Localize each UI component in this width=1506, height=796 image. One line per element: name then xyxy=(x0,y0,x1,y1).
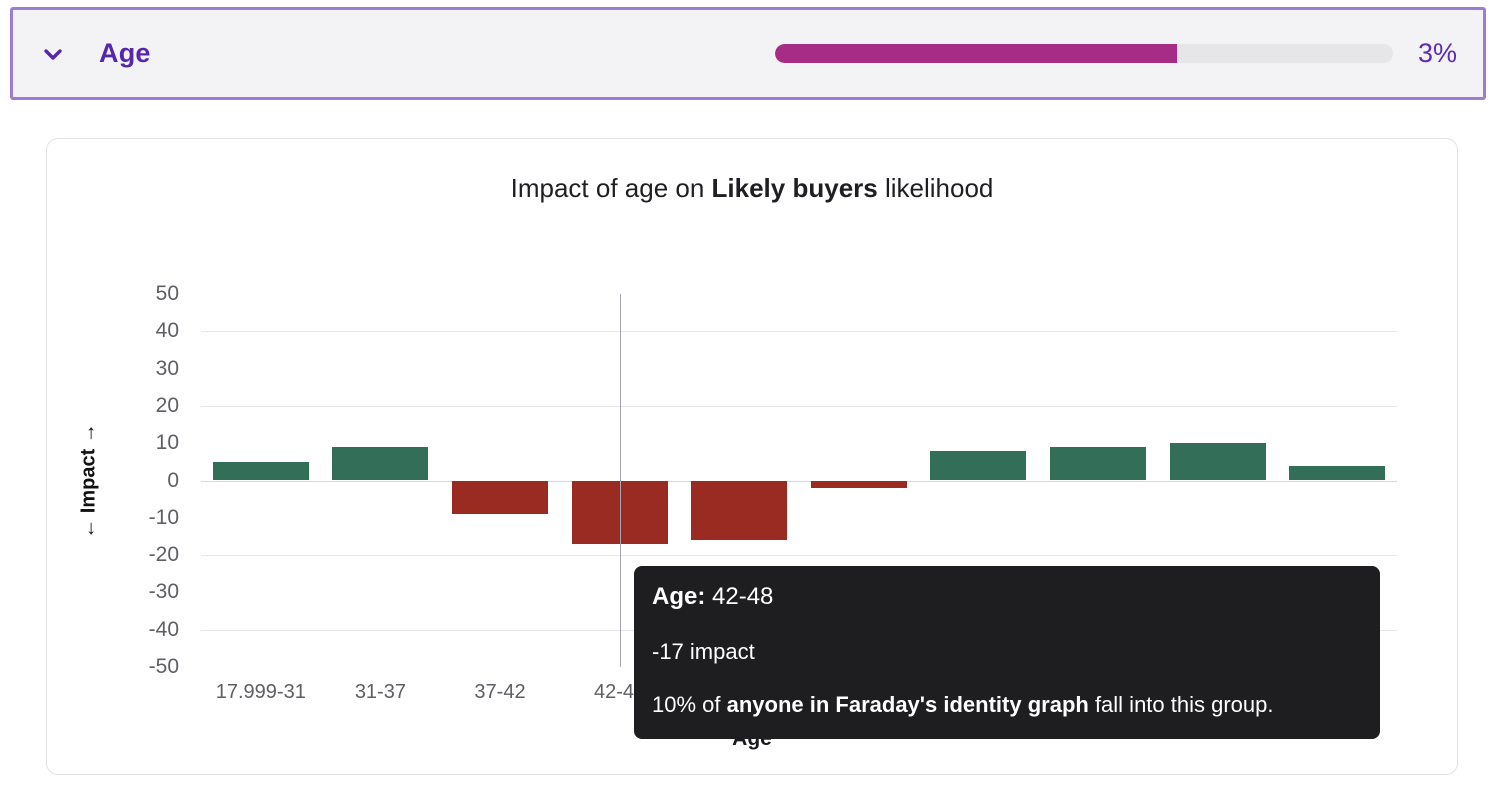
y-tick-label-50: 50 xyxy=(155,282,179,305)
tooltip-category-label: Age: xyxy=(652,583,706,610)
bar-group-5[interactable] xyxy=(691,480,788,541)
tooltip-share-line: 10% of anyone in Faraday's identity grap… xyxy=(652,692,1360,718)
chart-tooltip: Age: 42-48 -17 impact 10% of anyone in F… xyxy=(634,566,1380,739)
tooltip-share-prefix: 10% of xyxy=(652,692,727,717)
bar-group-8[interactable] xyxy=(1050,446,1146,481)
importance-progress-bar xyxy=(775,44,1393,63)
importance-progress-fill xyxy=(775,44,1177,63)
hover-crosshair-line xyxy=(619,294,621,667)
y-tick-label--40: -40 xyxy=(148,617,179,641)
gridline--20 xyxy=(201,555,1397,557)
age-accordion-header[interactable]: Age 3% xyxy=(10,7,1486,100)
tooltip-share-suffix: fall into this group. xyxy=(1088,692,1274,717)
feature-name-label: Age xyxy=(99,38,151,68)
y-tick-label-20: 20 xyxy=(155,393,179,417)
tooltip-category-line: Age: 42-48 xyxy=(652,583,1360,611)
bar-17.999-31[interactable] xyxy=(212,461,309,481)
gridline-40 xyxy=(201,331,1397,333)
importance-percent-label: 3% xyxy=(1417,38,1457,68)
y-tick-label--30: -30 xyxy=(148,580,179,604)
y-tick-label-10: 10 xyxy=(155,431,179,455)
x-tick-label-37-42: 37-42 xyxy=(474,681,526,703)
y-tick-label-30: 30 xyxy=(155,356,179,380)
chevron-down-icon[interactable] xyxy=(39,40,67,68)
zero-axis-line xyxy=(201,480,1397,482)
x-tick-label-17.999-31: 17.999-31 xyxy=(215,681,306,703)
bar-group-6[interactable] xyxy=(810,480,907,488)
chart-title-prefix: Impact of age on xyxy=(510,173,712,203)
x-tick-label-42-48: 42-48 xyxy=(594,681,646,703)
bar-group-10[interactable] xyxy=(1289,465,1386,481)
bar-31-37[interactable] xyxy=(332,446,429,481)
tooltip-impact-line: -17 impact xyxy=(652,638,755,664)
y-axis-title: ← Impact → xyxy=(77,422,100,539)
tooltip-category-value: 42-48 xyxy=(705,583,774,610)
x-tick-label-31-37: 31-37 xyxy=(354,681,406,703)
gridline-20 xyxy=(201,405,1397,407)
tooltip-share-population: anyone in Faraday's identity graph xyxy=(726,692,1089,717)
y-tick-label--50: -50 xyxy=(148,655,179,678)
chart-title-outcome: Likely buyers xyxy=(711,173,878,203)
bar-group-9[interactable] xyxy=(1169,443,1266,481)
y-tick-label-0: 0 xyxy=(167,468,179,492)
chart-title-suffix: likelihood xyxy=(877,173,994,203)
bar-37-42[interactable] xyxy=(452,480,548,515)
bar-group-7[interactable] xyxy=(930,450,1027,481)
chart-title: Impact of age on Likely buyers likelihoo… xyxy=(47,173,1457,204)
impact-chart-card: Impact of age on Likely buyers likelihoo… xyxy=(46,138,1458,775)
y-tick-label-40: 40 xyxy=(155,319,179,343)
y-tick-label--10: -10 xyxy=(148,505,179,529)
bar-chart-plot-area: ← Impact → 50 40 30 20 10 0 -10 -20 -30 -40 -50 17.… xyxy=(78,282,1397,703)
y-tick-label--20: -20 xyxy=(148,543,179,567)
